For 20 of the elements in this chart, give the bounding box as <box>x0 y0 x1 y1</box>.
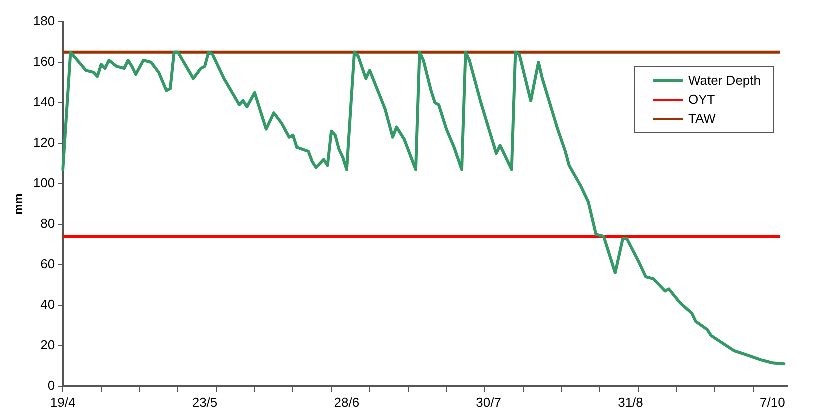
legend-label: OYT <box>688 92 716 107</box>
x-tick-label: 23/5 <box>192 394 218 410</box>
x-tick-label: 28/6 <box>334 394 360 410</box>
y-tick-label: 80 <box>40 216 56 232</box>
y-tick-label: 140 <box>33 94 56 110</box>
y-axis-title: mm <box>12 194 26 215</box>
legend-label: TAW <box>688 111 716 126</box>
y-tick-label: 0 <box>48 378 56 393</box>
x-tick-label: 30/7 <box>476 394 502 410</box>
x-tick-label: 19/4 <box>50 394 76 410</box>
y-tick-label: 160 <box>33 54 56 70</box>
y-tick-label: 20 <box>40 337 56 352</box>
y-tick-label: 40 <box>40 297 56 312</box>
y-tick-label: 180 <box>33 14 56 29</box>
y-tick-label: 60 <box>40 256 56 272</box>
y-tick-label: 120 <box>33 135 56 150</box>
x-tick-label: 31/8 <box>618 394 644 410</box>
legend-label: Water Depth <box>688 73 761 88</box>
y-tick-label: 100 <box>33 176 56 191</box>
x-tick-label: 7/10 <box>760 394 786 410</box>
